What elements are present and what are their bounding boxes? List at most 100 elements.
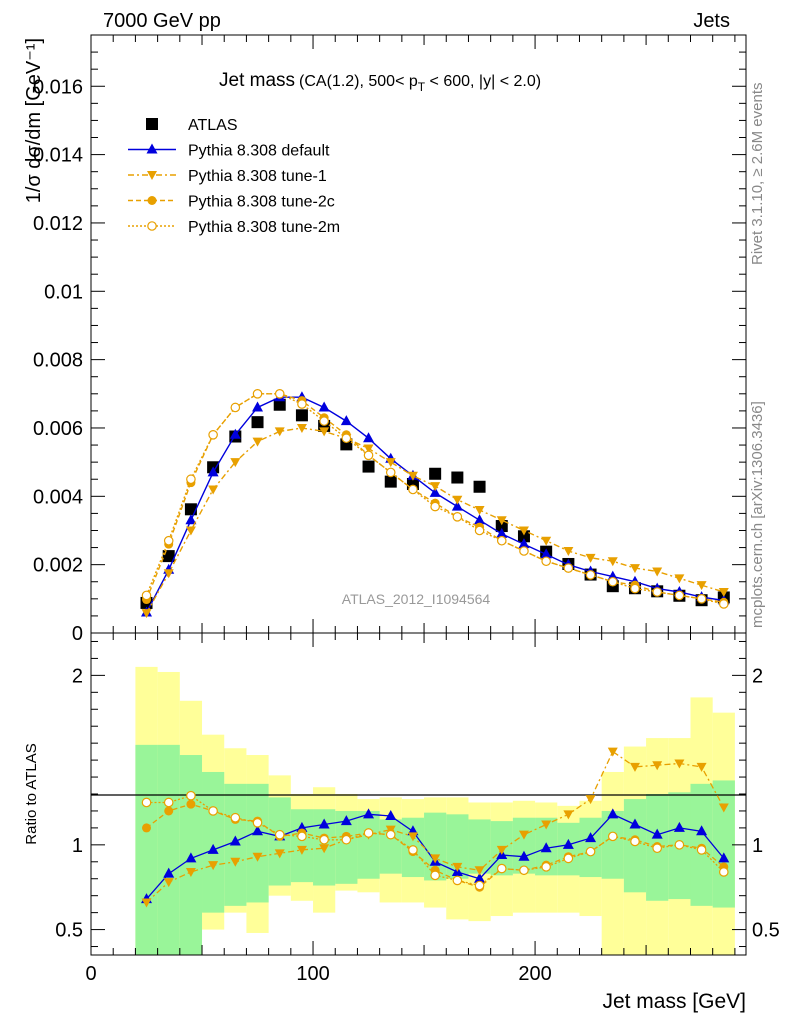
- legend: ATLAS Pythia 8.308 default Pythia 8.308 tu…: [128, 117, 340, 236]
- y-tick-label: 0.006: [33, 418, 83, 440]
- ratio-point-pythia-8-308-tune-1: [185, 867, 196, 877]
- header-right: Jets: [693, 10, 730, 32]
- point-pythia-8-308-tune-1: [541, 536, 552, 546]
- ratio-point-pythia-8-308-tune-2m: [563, 853, 574, 864]
- point-pythia-8-308-tune-1: [629, 564, 640, 574]
- point-atlas: [362, 460, 375, 473]
- ratio-point-pythia-8-308-tune-2m: [141, 797, 152, 808]
- point-pythia-8-308-default: [474, 514, 486, 525]
- legend-marker: [147, 196, 157, 205]
- point-atlas: [384, 475, 397, 488]
- point-pythia-8-308-tune-2m: [674, 590, 685, 601]
- ratio-point-pythia-8-308-tune-2m: [452, 875, 463, 886]
- point-pythia-8-308-tune-1: [141, 609, 152, 619]
- legend-label: Pythia 8.308 tune-2m: [188, 219, 340, 236]
- analysis-watermark: ATLAS_2012_I1094564: [342, 591, 491, 607]
- ratio-point-pythia-8-308-default: [318, 818, 330, 829]
- ratio-point-pythia-8-308-default: [696, 825, 708, 836]
- point-pythia-8-308-default: [229, 428, 241, 439]
- plot-title: Jet mass (CA(1.2), 500< pT < 600, |y| < 2…: [219, 70, 541, 94]
- point-pythia-8-308-default: [207, 466, 219, 477]
- ratio-y-tick-label-right: 1: [752, 835, 763, 857]
- ratio-point-pythia-8-308-tune-1: [607, 747, 618, 757]
- ratio-point-pythia-8-308-default: [585, 832, 597, 843]
- band-inner-bin: [157, 744, 180, 955]
- ratio-point-pythia-8-308-tune-2m: [252, 818, 263, 828]
- point-pythia-8-308-default: [429, 486, 441, 497]
- point-pythia-8-308-tune-2m: [718, 599, 729, 609]
- y-tick-label: 0.012: [33, 213, 83, 235]
- point-pythia-8-308-tune-1: [185, 526, 196, 536]
- plot-title-sub-rest: < 600, |y| < 2.0): [425, 73, 541, 90]
- point-pythia-8-308-tune-1: [563, 546, 574, 556]
- y-tick-label: 0: [72, 623, 83, 645]
- ratio-point-pythia-8-308-default: [562, 838, 574, 849]
- ratio-point-pythia-8-308-tune-2m: [430, 870, 440, 881]
- point-atlas: [517, 530, 530, 543]
- point-pythia-8-308-default: [451, 500, 463, 511]
- ratio-point-pythia-8-308-default: [607, 808, 619, 819]
- point-pythia-8-308-default: [318, 401, 330, 412]
- point-pythia-8-308-default: [518, 538, 530, 549]
- point-atlas: [295, 409, 308, 422]
- point-pythia-8-308-default: [340, 415, 352, 426]
- ratio-point-pythia-8-308-default: [340, 815, 352, 826]
- ratio-point-pythia-8-308-tune-1: [407, 832, 418, 842]
- ratio-y-tick-label: 0.5: [55, 920, 83, 942]
- point-pythia-8-308-tune-1: [274, 427, 285, 437]
- y-tick-label: 0.002: [33, 555, 83, 577]
- ratio-point-pythia-8-308-tune-2m: [652, 843, 662, 854]
- ratio-point-pythia-8-308-tune-2m: [274, 829, 285, 840]
- point-pythia-8-308-tune-2m: [630, 583, 640, 594]
- ratio-line-pythia-8-308-tune-1: [146, 750, 725, 903]
- point-pythia-8-308-tune-1: [652, 567, 663, 577]
- point-pythia-8-308-tune-1: [585, 553, 596, 563]
- ratio-point-pythia-8-308-tune-1: [296, 845, 307, 855]
- ratio-point-pythia-8-308-tune-2m: [208, 806, 218, 816]
- ratio-point-pythia-8-308-tune-2m: [230, 812, 241, 823]
- point-pythia-8-308-default: [185, 514, 197, 525]
- y-tick-label: 0.014: [33, 145, 83, 167]
- ratio-point-pythia-8-308-tune-2c: [142, 823, 152, 833]
- ratio-point-pythia-8-308-tune-1: [696, 762, 707, 772]
- point-atlas: [429, 467, 442, 480]
- ratio-point-pythia-8-308-tune-1: [496, 845, 507, 855]
- ratio-point-pythia-8-308-tune-2m: [385, 829, 396, 840]
- ratio-point-pythia-8-308-default: [651, 828, 663, 839]
- ratio-point-pythia-8-308-tune-2m: [585, 846, 596, 857]
- ratio-point-pythia-8-308-default: [518, 850, 530, 861]
- ratio-point-pythia-8-308-tune-2m: [630, 836, 640, 847]
- ratio-point-pythia-8-308-default: [363, 808, 375, 819]
- ratio-point-pythia-8-308-tune-1: [585, 795, 596, 805]
- ratio-point-pythia-8-308-default: [673, 821, 685, 832]
- band-inner-bin: [290, 809, 314, 883]
- point-atlas: [251, 416, 264, 429]
- legend-marker: [147, 221, 157, 231]
- point-pythia-8-308-tune-1: [319, 427, 330, 437]
- band-inner-bin: [468, 819, 491, 874]
- point-pythia-8-308-tune-2m: [319, 416, 329, 426]
- ratio-point-pythia-8-308-default: [252, 825, 264, 836]
- band-inner-bin: [424, 812, 447, 881]
- point-pythia-8-308-tune-2m: [696, 594, 707, 604]
- point-pythia-8-308-tune-1: [385, 458, 396, 468]
- point-atlas: [184, 503, 197, 516]
- ratio-point-pythia-8-308-tune-1: [674, 759, 685, 769]
- ratio-point-pythia-8-308-tune-2m: [363, 828, 374, 838]
- ratio-point-pythia-8-308-tune-2m: [341, 834, 352, 845]
- point-pythia-8-308-tune-1: [474, 505, 485, 515]
- ratio-point-pythia-8-308-tune-1: [474, 866, 485, 876]
- point-atlas: [495, 520, 508, 533]
- point-pythia-8-308-tune-1: [674, 574, 685, 584]
- point-pythia-8-308-default: [540, 548, 552, 559]
- ratio-y-tick-label-right: 0.5: [752, 920, 780, 942]
- point-pythia-8-308-tune-2m: [363, 450, 374, 461]
- ratio-point-pythia-8-308-tune-1: [563, 810, 574, 820]
- ratio-point-pythia-8-308-tune-1: [652, 761, 663, 771]
- point-pythia-8-308-tune-1: [696, 581, 707, 591]
- ratio-point-pythia-8-308-tune-2m: [496, 863, 507, 874]
- point-pythia-8-308-tune-2m: [208, 430, 218, 440]
- y-tick-label: 0.008: [33, 350, 83, 372]
- ratio-point-pythia-8-308-tune-2m: [607, 831, 618, 842]
- point-pythia-8-308-tune-1: [430, 482, 441, 492]
